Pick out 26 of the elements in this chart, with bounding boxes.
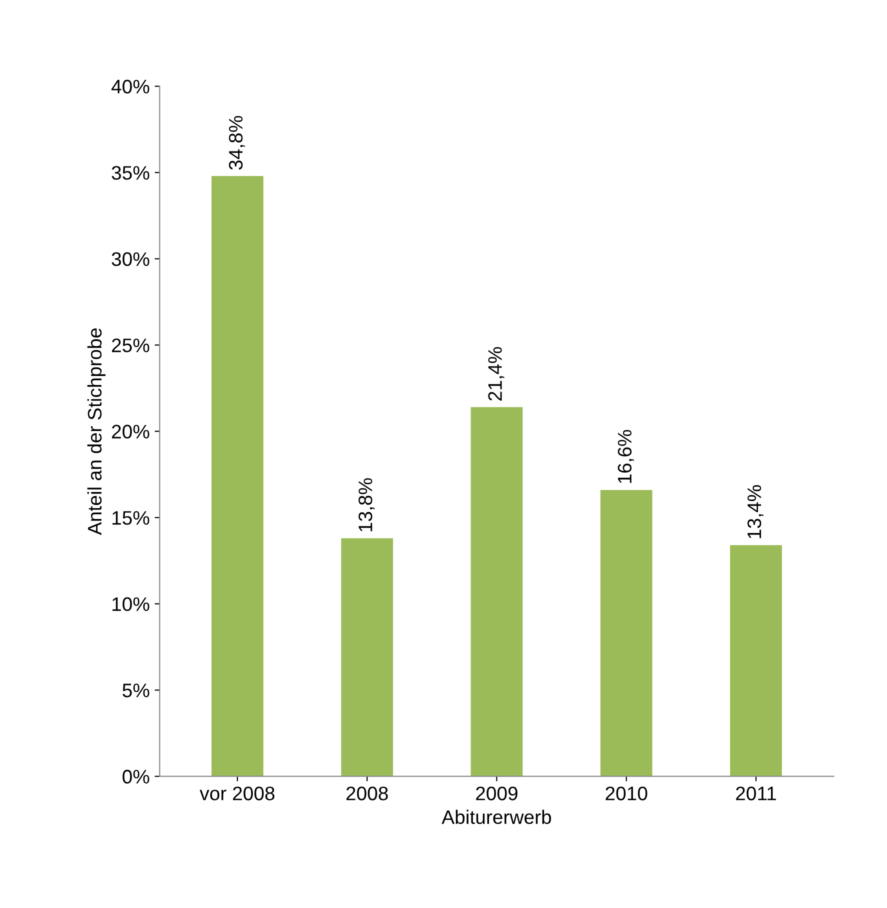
x-tick-label: 2010 [606, 786, 648, 800]
data-label: 13,4% [747, 485, 764, 538]
data-label: 34,8% [228, 116, 245, 170]
x-tick-label: vor 2008 [200, 786, 274, 800]
y-tick-label: 25% [112, 338, 150, 352]
x-tick-label: 2011 [736, 786, 776, 800]
bar [730, 545, 782, 776]
y-tick-label: 15% [112, 511, 150, 525]
y-tick-label: 0% [122, 770, 150, 784]
y-tick-label: 5% [122, 684, 150, 698]
bar [212, 176, 264, 776]
data-label: 16,6% [618, 430, 634, 483]
data-label: 21,4% [488, 347, 504, 401]
x-tick-label: 2008 [346, 786, 388, 800]
y-tick-label: 30% [112, 252, 150, 266]
x-tick-label: 2009 [476, 786, 518, 800]
bar [600, 490, 652, 776]
y-tick-label: 35% [112, 166, 150, 180]
bar [470, 407, 523, 776]
y-tick-label: 40% [111, 80, 150, 94]
x-axis-title: Abiturerwerb [442, 810, 552, 824]
y-axis-title: Anteil an der Stichprobe [87, 328, 106, 536]
bar [341, 538, 394, 776]
data-label: 13,8% [358, 478, 375, 532]
y-tick-label: 20% [112, 424, 150, 439]
y-tick-label: 10% [112, 597, 150, 612]
